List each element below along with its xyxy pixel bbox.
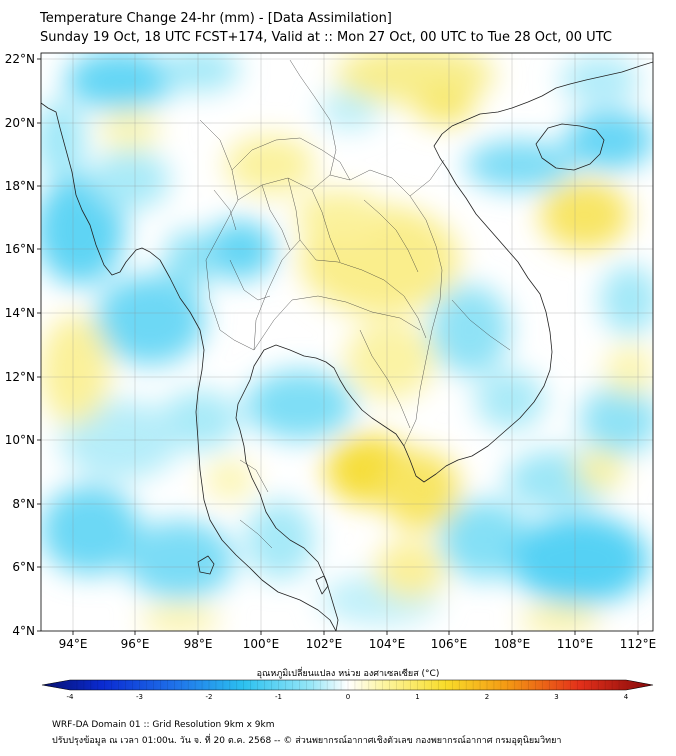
lon-axis <box>72 631 639 635</box>
colorbar-title: อุณหภูมิเปลี่ยนแปลง หน่วย องศาเซลเซียส (… <box>257 666 440 679</box>
footer-model-info: WRF-DA Domain 01 :: Grid Resolution 9km … <box>52 720 275 730</box>
colorbar-tick-4: 4 <box>624 693 629 701</box>
colorbar-tick-1: 1 <box>415 693 419 701</box>
lon-tick-110: 110°E <box>557 637 594 651</box>
colorbar-tick-neg2: -2 <box>206 693 213 701</box>
lat-tick-18: 18°N <box>5 179 35 193</box>
colorbar-tick-neg3: -3 <box>136 693 143 701</box>
footer-credit: ปรับปรุงข้อมูล ณ เวลา 01:00น. วัน จ. ที่… <box>52 736 562 746</box>
lon-tick-96: 96°E <box>121 637 150 651</box>
lon-tick-98: 98°E <box>184 637 213 651</box>
lat-tick-22: 22°N <box>5 52 35 66</box>
lat-tick-20: 20°N <box>5 116 35 130</box>
lon-tick-108: 108°E <box>494 637 531 651</box>
colorbar <box>41 679 654 691</box>
lon-tick-94: 94°E <box>59 637 88 651</box>
colorbar-tick-neg1: -1 <box>275 693 282 701</box>
colorbar-tick-neg4: -4 <box>67 693 75 701</box>
lat-tick-16: 16°N <box>5 242 35 256</box>
lon-tick-106: 106°E <box>431 637 468 651</box>
map-subtitle: Sunday 19 Oct, 18 UTC FCST+174, Valid at… <box>40 30 612 45</box>
colorbar-tick-0: 0 <box>346 693 350 701</box>
map-frame <box>40 52 654 632</box>
lat-tick-8: 8°N <box>12 497 35 511</box>
lat-tick-14: 14°N <box>5 306 35 320</box>
map-gridlines <box>41 53 653 631</box>
lon-tick-104: 104°E <box>369 637 406 651</box>
colorbar-tick-3: 3 <box>554 693 558 701</box>
lat-tick-4: 4°N <box>12 624 35 638</box>
boundaries <box>199 59 511 549</box>
lon-tick-112: 112°E <box>620 637 657 651</box>
lat-tick-10: 10°N <box>5 433 35 447</box>
colorbar-dividers <box>76 680 620 690</box>
lat-tick-12: 12°N <box>5 370 35 384</box>
map-title: Temperature Change 24-hr (mm) - [Data As… <box>40 11 392 26</box>
lon-tick-100: 100°E <box>243 637 280 651</box>
lat-axis <box>37 58 41 632</box>
lon-tick-102: 102°E <box>306 637 343 651</box>
colorbar-tick-2: 2 <box>485 693 489 701</box>
lat-tick-6: 6°N <box>12 560 35 574</box>
temperature-field <box>41 53 653 631</box>
coastlines <box>41 61 653 631</box>
